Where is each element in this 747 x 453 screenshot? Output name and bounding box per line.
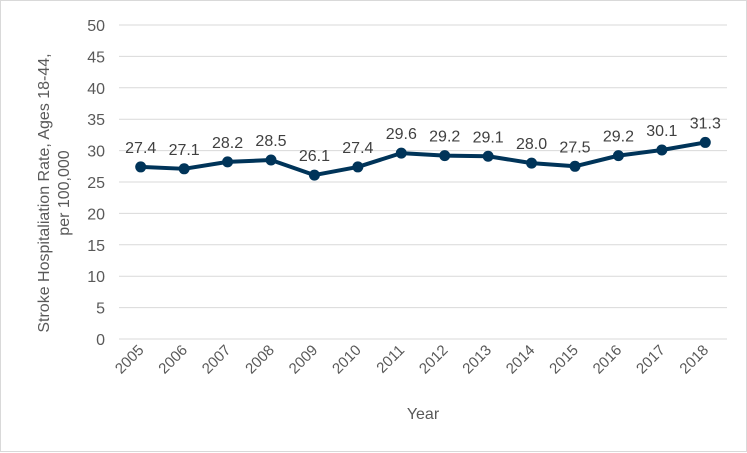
data-label: 29.2	[603, 129, 634, 146]
data-label: 26.1	[299, 148, 330, 165]
x-tick-label: 2012	[416, 342, 452, 378]
data-point	[395, 147, 407, 159]
x-axis-ticks: 2005 2006 2007 2008 2009 2010 2011 2012 2013 2014…	[112, 342, 712, 378]
y-axis-ticks: 0 5 10 15 20 25 30 35 40 45 50	[87, 18, 105, 349]
y-tick-label: 45	[87, 49, 105, 66]
x-tick-label: 2013	[459, 342, 495, 378]
data-label: 29.2	[429, 129, 460, 146]
x-tick-label: 2008	[242, 342, 278, 378]
y-tick-label: 30	[87, 144, 105, 161]
y-tick-label: 10	[87, 269, 105, 286]
data-label: 29.1	[473, 129, 504, 146]
data-point	[178, 163, 190, 175]
data-label: 29.6	[386, 126, 417, 143]
data-label: 28.0	[516, 136, 547, 153]
y-tick-label: 50	[87, 18, 105, 35]
data-label: 31.3	[690, 115, 721, 132]
x-tick-label: 2009	[286, 342, 322, 378]
y-tick-label: 40	[87, 81, 105, 98]
series-line-layer	[138, 140, 708, 178]
data-point	[265, 154, 277, 166]
data-label: 27.4	[342, 140, 373, 157]
y-tick-label: 15	[87, 238, 105, 255]
x-axis-title: Year	[407, 406, 440, 423]
data-points	[135, 136, 711, 181]
data-label: 27.1	[169, 142, 200, 159]
x-tick-label: 2005	[112, 342, 148, 378]
y-tick-label: 0	[96, 332, 105, 349]
x-tick-label: 2017	[633, 342, 669, 378]
data-point	[482, 150, 494, 162]
data-point	[352, 161, 364, 173]
series-line	[138, 140, 708, 178]
x-tick-label: 2010	[329, 342, 365, 378]
data-point	[656, 144, 668, 156]
data-label: 28.2	[212, 135, 243, 152]
data-point	[612, 150, 624, 162]
data-label: 27.5	[559, 139, 590, 156]
data-point	[135, 161, 147, 173]
y-axis-title-line-2: per 100,000	[56, 150, 73, 236]
x-tick-label: 2016	[590, 342, 626, 378]
y-tick-label: 5	[96, 301, 105, 318]
data-label: 28.5	[255, 133, 286, 150]
x-tick-label: 2014	[503, 342, 539, 378]
y-tick-label: 35	[87, 112, 105, 129]
x-tick-label: 2018	[676, 342, 712, 378]
x-tick-label: 2011	[373, 342, 408, 377]
gridlines	[119, 24, 727, 340]
data-point	[439, 150, 451, 162]
x-tick-label: 2006	[155, 342, 191, 378]
data-point	[569, 160, 581, 172]
data-labels: 27.4 27.1 28.2 28.5 26.1 27.4 29.6 29.2 29.1 28.0…	[125, 115, 721, 165]
y-axis-title-line-1: Stroke Hospitaliation Rate, Ages 18-44,	[36, 53, 53, 332]
data-point	[526, 157, 538, 169]
x-tick-label: 2015	[546, 342, 582, 378]
y-tick-label: 25	[87, 175, 105, 192]
data-label: 27.4	[125, 140, 156, 157]
data-point	[222, 156, 234, 168]
data-point	[699, 136, 711, 148]
y-tick-label: 20	[87, 206, 105, 223]
data-point	[308, 169, 320, 181]
data-label: 30.1	[646, 123, 677, 140]
x-tick-label: 2007	[199, 342, 235, 378]
